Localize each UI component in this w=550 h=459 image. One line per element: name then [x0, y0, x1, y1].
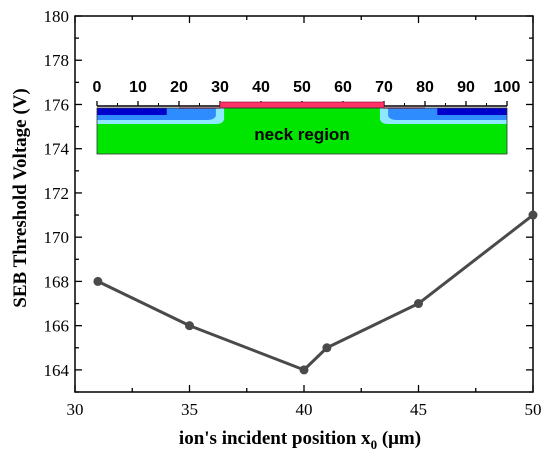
inset-scale-label: 80 [416, 79, 434, 96]
x-tick-label: 30 [67, 400, 84, 419]
inset-scale-label: 50 [293, 79, 311, 96]
y-axis-ticks: 164 166 168 170 172 174 176 178 180 [44, 7, 533, 393]
device-inset: 0 10 20 30 40 50 60 70 80 90 100 neck region [93, 79, 521, 155]
inset-scale-label: 90 [457, 79, 475, 96]
inset-region-label: neck region [254, 125, 349, 144]
inset-gate [219, 101, 385, 109]
x-axis-title-main: ion's incident position x [179, 428, 371, 449]
x-axis-title-unit: (μm) [377, 428, 421, 449]
x-tick-label: 50 [525, 400, 542, 419]
inset-scale-label: 60 [334, 79, 352, 96]
y-tick-label: 170 [44, 228, 70, 247]
x-axis-title-subscript: 0 [371, 437, 378, 452]
series-layer [93, 210, 538, 375]
x-tick-label: 40 [296, 400, 313, 419]
inset-border [96, 107, 508, 155]
data-point [322, 343, 332, 353]
inset-right-contact [437, 108, 507, 115]
x-tick-label: 35 [181, 400, 198, 419]
inset-scale-label: 40 [252, 79, 270, 96]
inset-scale-label: 100 [494, 79, 521, 96]
x-axis-ticks: 30 35 40 45 50 [67, 16, 542, 419]
data-point [528, 210, 538, 220]
y-tick-label: 168 [44, 272, 70, 291]
x-axis-title: ion's incident position x0 (μm) [179, 428, 421, 452]
y-tick-label: 174 [44, 140, 70, 159]
data-point [299, 365, 309, 375]
plot-frame [74, 15, 534, 393]
x-tick-label: 45 [410, 400, 427, 419]
inset-scale-label: 20 [170, 79, 188, 96]
y-tick-label: 172 [44, 184, 70, 203]
y-tick-label: 178 [44, 51, 70, 70]
y-tick-label: 166 [44, 317, 70, 336]
series-line [97, 213, 534, 372]
data-point [93, 276, 103, 286]
plot-border [74, 15, 534, 393]
inset-left-contact [97, 108, 167, 115]
inset-scale-label: 30 [211, 79, 229, 96]
inset-scale-label: 0 [93, 79, 102, 96]
y-tick-label: 180 [44, 7, 70, 26]
data-point [185, 321, 194, 331]
y-axis-title: SEB Threshold Voltage (V) [10, 88, 31, 307]
inset-scale-label: 10 [129, 79, 147, 96]
inset-scale-label: 70 [375, 79, 393, 96]
y-tick-label: 176 [44, 95, 70, 114]
data-point [414, 299, 423, 309]
y-tick-label: 164 [44, 361, 70, 380]
